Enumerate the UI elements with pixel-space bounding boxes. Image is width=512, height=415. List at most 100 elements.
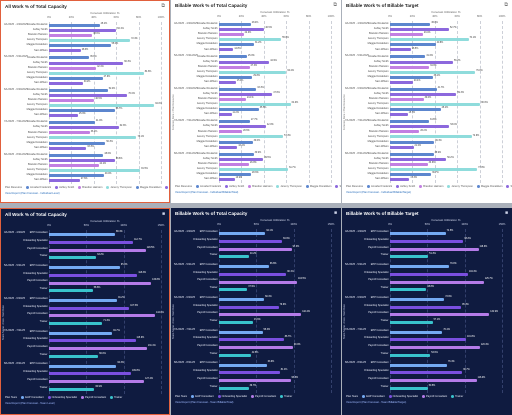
bar[interactable]: [49, 153, 104, 157]
bar[interactable]: [219, 363, 267, 367]
expand-icon[interactable]: ⧉: [161, 3, 165, 9]
bar[interactable]: [219, 232, 266, 236]
bar[interactable]: [390, 55, 426, 59]
chart-panel-billable-total-team[interactable]: Billable Work % of Total Capacity ■ Foreca…: [171, 208, 341, 415]
bar[interactable]: [390, 272, 468, 276]
bar[interactable]: [49, 61, 124, 65]
expand-icon[interactable]: ⧉: [504, 2, 508, 8]
bar[interactable]: [49, 241, 134, 245]
bar[interactable]: [219, 255, 250, 259]
bar[interactable]: [49, 387, 95, 391]
bar[interactable]: [390, 167, 478, 171]
bar[interactable]: [390, 378, 477, 382]
bar[interactable]: [219, 172, 252, 176]
legend-item[interactable]: Sam Wilson: [165, 186, 169, 189]
legend-item[interactable]: Payroll Consultant: [251, 395, 276, 398]
bar[interactable]: [219, 386, 249, 390]
bar[interactable]: [49, 71, 144, 75]
bar[interactable]: [219, 70, 287, 74]
legend-item[interactable]: Annabel Frederick: [196, 185, 221, 188]
bar[interactable]: [219, 338, 284, 342]
bar[interactable]: [49, 121, 95, 125]
bar[interactable]: [390, 75, 433, 79]
bar[interactable]: [49, 29, 117, 33]
bar[interactable]: [219, 353, 251, 357]
legend-item[interactable]: Onboarding Specialist: [388, 395, 418, 398]
bar[interactable]: [390, 43, 436, 47]
bar[interactable]: [49, 146, 87, 150]
bar[interactable]: [219, 130, 243, 134]
chart-panel-billable-total-individual[interactable]: Billable Work % of Total Capacity ⧉ Foreca…: [171, 0, 341, 203]
bar[interactable]: [49, 56, 90, 60]
expand-icon[interactable]: ■: [161, 211, 165, 217]
bar[interactable]: [219, 97, 246, 101]
bar[interactable]: [219, 162, 250, 166]
bar[interactable]: [390, 346, 480, 350]
bar[interactable]: [49, 163, 99, 167]
bar[interactable]: [49, 49, 81, 53]
bar[interactable]: [49, 266, 120, 270]
bar[interactable]: [390, 177, 410, 181]
bar[interactable]: [219, 55, 247, 59]
bar[interactable]: [390, 130, 420, 134]
legend-item[interactable]: Onboarding Specialist: [47, 396, 77, 399]
bar[interactable]: [49, 131, 90, 135]
bar[interactable]: [390, 28, 450, 32]
legend-item[interactable]: EHP Consultant: [21, 396, 44, 399]
bar[interactable]: [390, 70, 476, 74]
bar[interactable]: [219, 371, 280, 375]
bar[interactable]: [49, 158, 115, 162]
bar[interactable]: [49, 273, 138, 277]
bar[interactable]: [390, 232, 446, 236]
bar[interactable]: [219, 135, 284, 139]
legend-item[interactable]: Trainer: [110, 396, 122, 399]
bar[interactable]: [219, 103, 291, 107]
legend-item[interactable]: Ashley Smith: [225, 185, 244, 188]
bar[interactable]: [390, 65, 430, 69]
bar[interactable]: [390, 97, 424, 101]
bar[interactable]: [219, 247, 292, 251]
bar[interactable]: [390, 135, 472, 139]
bar[interactable]: [49, 178, 80, 182]
bar[interactable]: [49, 322, 103, 326]
legend-item[interactable]: Trainer: [280, 395, 292, 398]
bar[interactable]: [49, 136, 137, 140]
bar[interactable]: [49, 141, 106, 145]
bar[interactable]: [49, 24, 100, 28]
legend-item[interactable]: Jeremy Thompson: [447, 185, 473, 188]
chart-panel-all-work-individual[interactable]: All Work % of Total Capacity ⧉ Forecast Ut…: [0, 0, 170, 203]
bar[interactable]: [219, 28, 265, 32]
bar[interactable]: [390, 48, 411, 52]
bar[interactable]: [219, 113, 232, 117]
bar[interactable]: [219, 167, 289, 171]
legend-item[interactable]: Maggie Donaldson: [305, 185, 331, 188]
bar[interactable]: [49, 44, 111, 48]
bar[interactable]: [49, 34, 93, 38]
legend-item[interactable]: Brandon Hairston: [78, 186, 102, 189]
bar[interactable]: [219, 378, 291, 382]
bar[interactable]: [390, 338, 466, 342]
chart-panel-all-work-team[interactable]: All Work % of Total Capacity ■ Forecast Ut…: [0, 208, 170, 415]
bar[interactable]: [49, 66, 97, 70]
bar[interactable]: [390, 140, 435, 144]
bar[interactable]: [390, 87, 437, 91]
bar[interactable]: [219, 60, 270, 64]
bar[interactable]: [219, 65, 250, 69]
bar[interactable]: [49, 248, 146, 252]
legend-item[interactable]: Jeremy Thompson: [276, 185, 302, 188]
bar[interactable]: [219, 313, 302, 317]
bar[interactable]: [49, 379, 145, 383]
bar[interactable]: [390, 330, 443, 334]
bar[interactable]: [219, 157, 264, 161]
bar[interactable]: [219, 120, 251, 124]
bar[interactable]: [49, 339, 136, 343]
expand-icon[interactable]: ■: [333, 210, 337, 216]
legend-item[interactable]: Sam Wilson: [506, 185, 512, 188]
bar[interactable]: [390, 247, 479, 251]
bar[interactable]: [219, 108, 259, 112]
bar[interactable]: [390, 371, 463, 375]
bar[interactable]: [219, 43, 254, 47]
bar[interactable]: [390, 103, 481, 107]
bar[interactable]: [390, 108, 441, 112]
bar[interactable]: [390, 152, 434, 156]
